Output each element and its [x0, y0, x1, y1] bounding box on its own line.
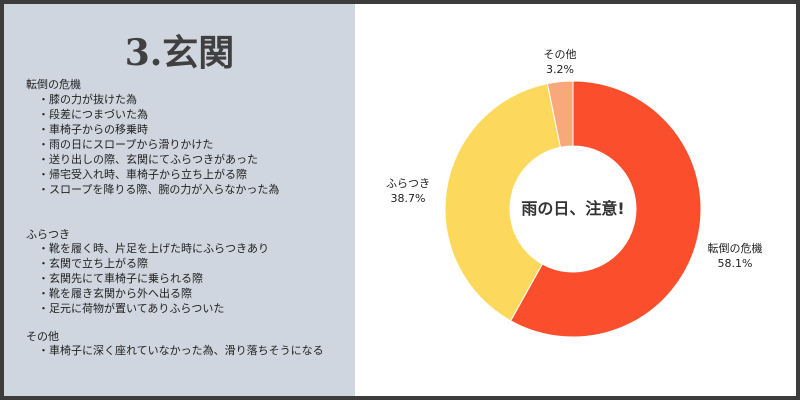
text-panel: 3.玄関 転倒の危機 膝の力が抜けた為 段差につまづいた為 車椅子からの移乗時 …: [4, 4, 355, 396]
list-item: 車椅子に深く座れていなかった為、滑り落ちそうになる: [38, 343, 324, 358]
unsteadiness-list: 靴を履く時、片足を上げた時にふらつきあり 玄関で立ち上がる際 玄関先にて車椅子に…: [38, 241, 269, 316]
section-heading-other: その他: [26, 330, 59, 343]
list-item: 玄関先にて車椅子に乗られる際: [38, 271, 269, 286]
section-heading-unsteadiness: ふらつき: [26, 228, 70, 241]
slice-value-label: 3.2%: [546, 63, 574, 76]
donut-chart: 転倒の危機 58.1% ふらつき 38.7% その他 3.2% 雨の日、注意!: [386, 48, 763, 338]
list-item: 足元に荷物が置いてありふらついた: [38, 301, 269, 316]
list-item: 車椅子からの移乗時: [38, 122, 279, 137]
list-item: スロープを降りる際、腕の力が入らなかった為: [38, 182, 279, 197]
list-item: 帰宅受入れ時、車椅子から立ち上がる際: [38, 167, 279, 182]
list-item: 送り出しの際、玄関にてふらつきがあった: [38, 152, 279, 167]
donut-center-label: 雨の日、注意!: [521, 199, 624, 218]
list-item: 靴を履き玄関から外へ出る際: [38, 286, 269, 301]
slice-label: その他: [544, 48, 577, 61]
slice-label: 転倒の危機: [708, 241, 763, 255]
slice-fall-risk: [509, 80, 702, 338]
slice-label: ふらつき: [386, 177, 430, 190]
chart-area: 転倒の危機 58.1% ふらつき 38.7% その他 3.2% 雨の日、注意!: [355, 4, 796, 396]
slice-other: [546, 80, 574, 148]
list-item: 靴を履く時、片足を上げた時にふらつきあり: [38, 241, 269, 256]
page-title: 3.玄関: [124, 32, 235, 74]
other-list: 車椅子に深く座れていなかった為、滑り落ちそうになる: [38, 343, 324, 358]
list-item: 膝の力が抜けた為: [38, 92, 279, 107]
fall-risk-list: 膝の力が抜けた為 段差につまづいた為 車椅子からの移乗時 雨の日にスロープから滑…: [38, 92, 279, 197]
slice-value-label: 58.1%: [718, 257, 753, 270]
slice-unsteadiness: [444, 82, 562, 322]
slice-value-label: 38.7%: [391, 192, 426, 205]
list-item: 雨の日にスロープから滑りかけた: [38, 137, 279, 152]
list-item: 玄関で立ち上がる際: [38, 256, 269, 271]
list-item: 段差につまづいた為: [38, 107, 279, 122]
section-heading-fall-risk: 転倒の危機: [26, 78, 81, 91]
